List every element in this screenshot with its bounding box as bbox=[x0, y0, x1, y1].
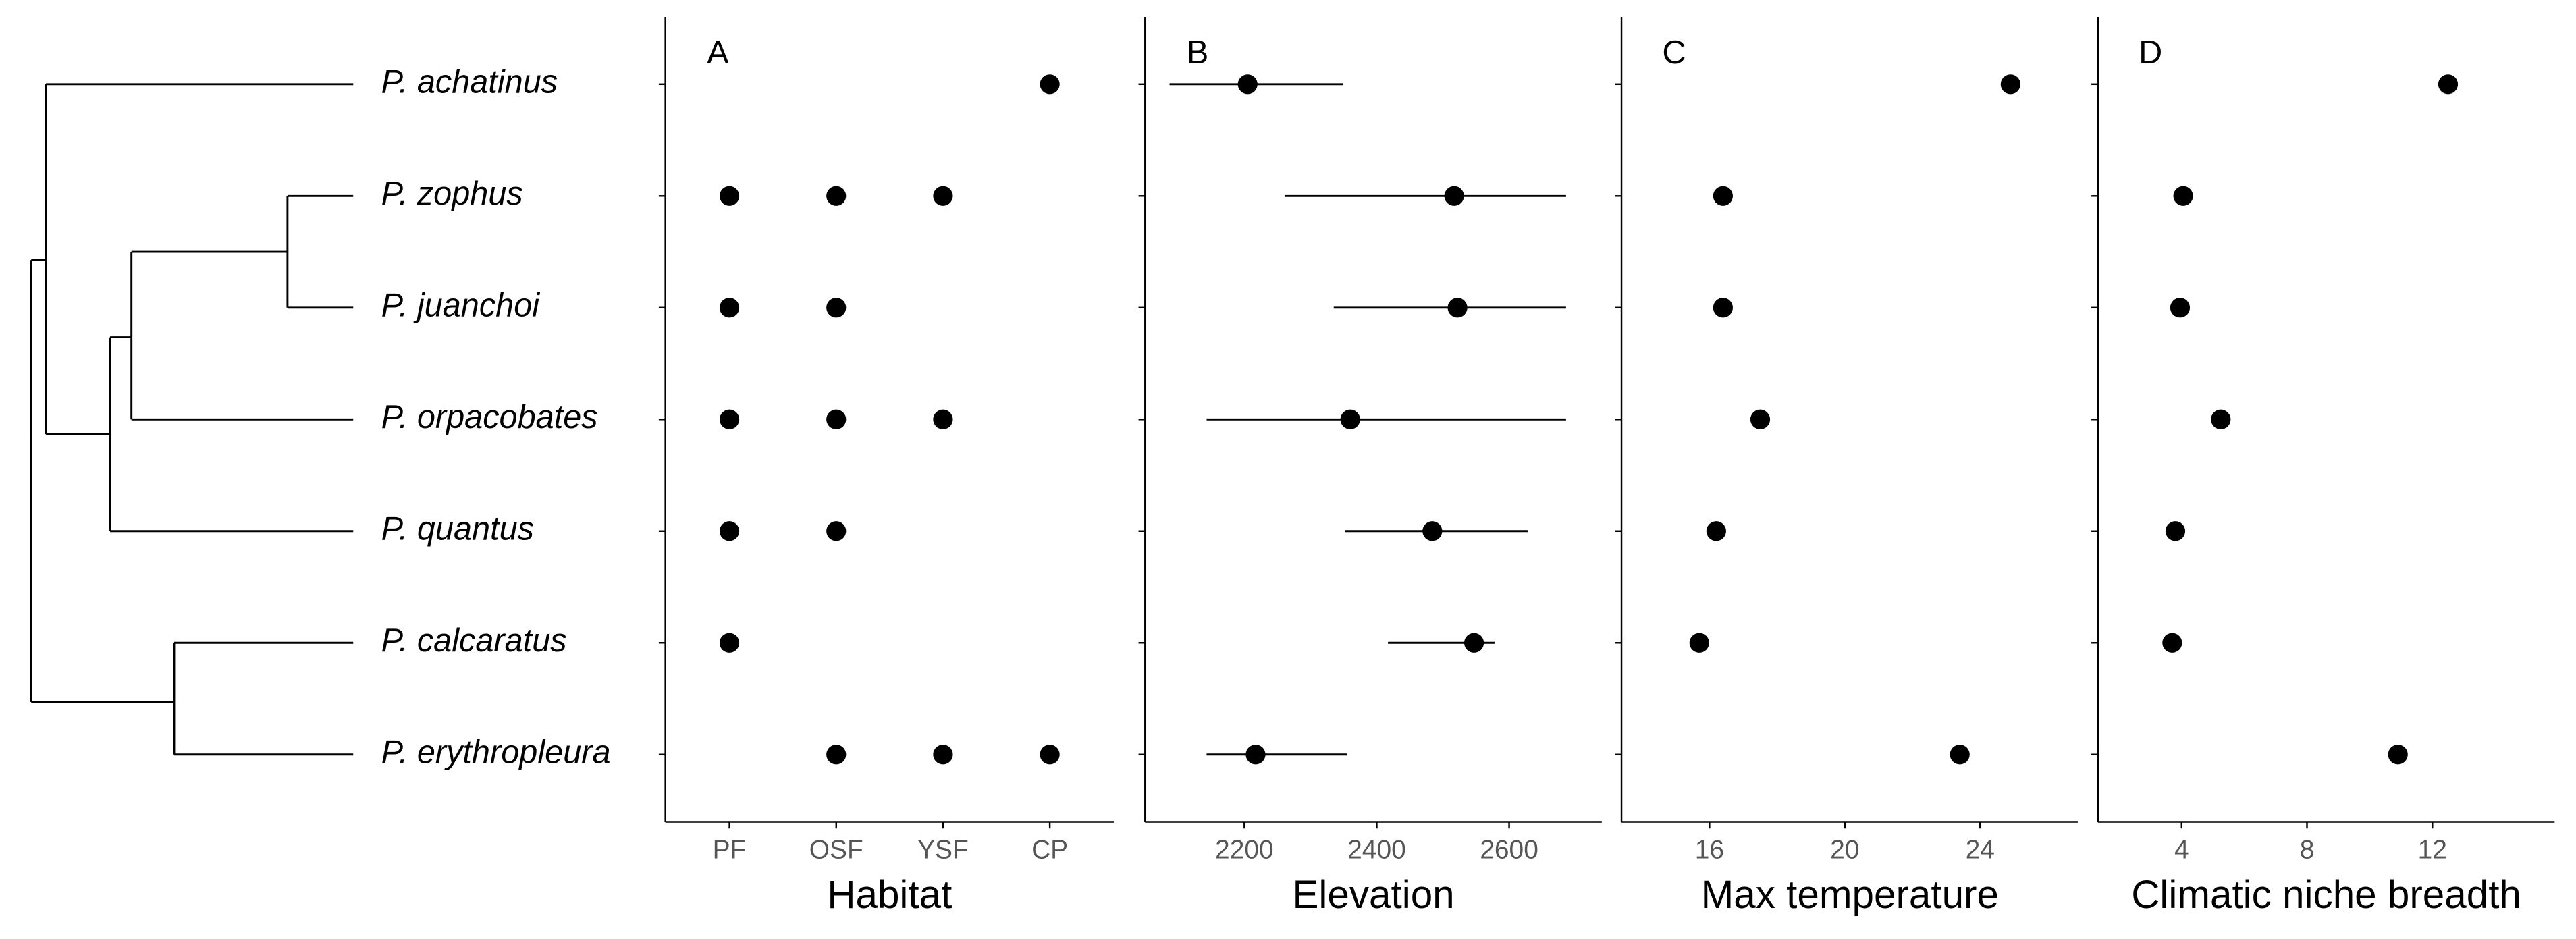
species-label: P. calcaratus bbox=[381, 622, 567, 659]
presence-dot bbox=[826, 186, 847, 206]
dot bbox=[1750, 409, 1771, 429]
panel-label: B bbox=[1187, 34, 1208, 71]
x-tick-label: OSF bbox=[809, 836, 863, 865]
dot bbox=[2173, 186, 2193, 206]
panel-label: A bbox=[707, 34, 729, 71]
species-label: P. achatinus bbox=[381, 64, 558, 101]
species-label: P. erythropleura bbox=[381, 734, 611, 771]
dot bbox=[1950, 745, 1970, 765]
panel-label: C bbox=[1662, 34, 1686, 71]
dot bbox=[1689, 633, 1709, 653]
dot bbox=[1447, 298, 1468, 318]
presence-dot bbox=[719, 409, 740, 429]
presence-dot bbox=[719, 521, 740, 541]
dot bbox=[1706, 521, 1726, 541]
x-tick-label: 2200 bbox=[1215, 836, 1274, 865]
presence-dot bbox=[1040, 745, 1060, 765]
dot bbox=[1422, 521, 1443, 541]
phylogeny bbox=[30, 83, 354, 756]
presence-dot bbox=[826, 409, 847, 429]
species-label: P. zophus bbox=[381, 176, 523, 212]
x-tick-label: 4 bbox=[2174, 836, 2189, 865]
dot bbox=[2211, 409, 2231, 429]
x-tick-label: YSF bbox=[917, 836, 969, 865]
dot bbox=[1245, 745, 1266, 765]
dot bbox=[2388, 745, 2408, 765]
presence-dot bbox=[826, 745, 847, 765]
x-tick-label: 2400 bbox=[1347, 836, 1406, 865]
x-axis-title: Climatic niche breadth bbox=[2131, 873, 2521, 917]
species-label: P. orpacobates bbox=[381, 399, 598, 435]
presence-dot bbox=[1040, 74, 1060, 95]
dot bbox=[2162, 633, 2182, 653]
x-tick-label: CP bbox=[1031, 836, 1068, 865]
x-tick-label: 20 bbox=[1830, 836, 1859, 865]
dot bbox=[1444, 186, 1464, 206]
x-tick-label: 24 bbox=[1966, 836, 1995, 865]
dot bbox=[2000, 74, 2020, 95]
x-tick-label: 16 bbox=[1695, 836, 1724, 865]
dot bbox=[1340, 409, 1360, 429]
x-axis-title: Habitat bbox=[827, 873, 952, 917]
presence-dot bbox=[719, 633, 740, 653]
presence-dot bbox=[933, 186, 953, 206]
presence-dot bbox=[719, 186, 740, 206]
dot bbox=[1713, 186, 1733, 206]
species-label: P. quantus bbox=[381, 511, 534, 547]
presence-dot bbox=[719, 298, 740, 318]
panel-label: D bbox=[2139, 34, 2162, 71]
species-label: P. juanchoi bbox=[381, 288, 541, 324]
dot bbox=[1713, 298, 1733, 318]
tree-branches bbox=[30, 83, 354, 756]
x-axis-title: Max temperature bbox=[1701, 873, 1999, 917]
x-tick-label: 12 bbox=[2418, 836, 2447, 865]
presence-dot bbox=[933, 745, 953, 765]
dot bbox=[2170, 298, 2191, 318]
x-axis-title: Elevation bbox=[1292, 873, 1454, 917]
dot bbox=[2438, 74, 2459, 95]
presence-dot bbox=[933, 409, 953, 429]
presence-dot bbox=[826, 521, 847, 541]
dot bbox=[1464, 633, 1484, 653]
x-tick-label: PF bbox=[713, 836, 747, 865]
dot bbox=[1237, 74, 1258, 95]
x-tick-label: 2600 bbox=[1480, 836, 1538, 865]
dot bbox=[2165, 521, 2186, 541]
x-tick-label: 8 bbox=[2300, 836, 2315, 865]
presence-dot bbox=[826, 298, 847, 318]
